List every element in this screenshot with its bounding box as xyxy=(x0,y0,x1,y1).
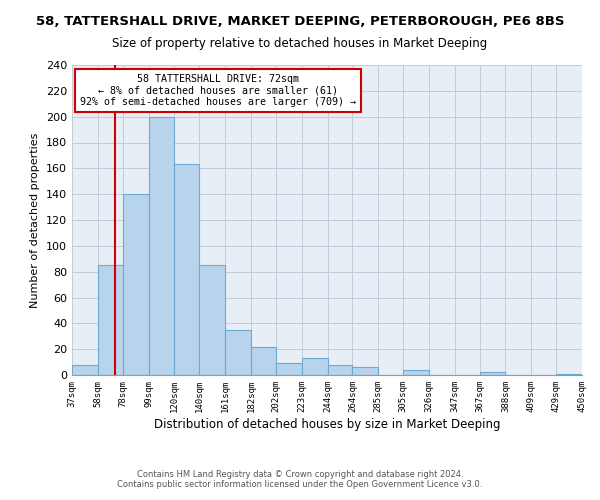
Bar xyxy=(328,364,352,375)
Bar xyxy=(251,346,276,375)
Bar xyxy=(403,370,429,375)
Text: Contains HM Land Registry data © Crown copyright and database right 2024.
Contai: Contains HM Land Registry data © Crown c… xyxy=(118,470,482,489)
Bar xyxy=(302,358,328,375)
Bar xyxy=(225,330,251,375)
Bar xyxy=(149,116,175,375)
Text: Size of property relative to detached houses in Market Deeping: Size of property relative to detached ho… xyxy=(112,38,488,51)
Text: 58 TATTERSHALL DRIVE: 72sqm
← 8% of detached houses are smaller (61)
92% of semi: 58 TATTERSHALL DRIVE: 72sqm ← 8% of deta… xyxy=(80,74,356,107)
Text: 58, TATTERSHALL DRIVE, MARKET DEEPING, PETERBOROUGH, PE6 8BS: 58, TATTERSHALL DRIVE, MARKET DEEPING, P… xyxy=(36,15,564,28)
Bar xyxy=(276,364,302,375)
Bar xyxy=(556,374,582,375)
Y-axis label: Number of detached properties: Number of detached properties xyxy=(31,132,40,308)
Bar xyxy=(98,265,122,375)
Bar xyxy=(199,265,225,375)
Bar xyxy=(352,367,378,375)
Bar xyxy=(122,194,149,375)
Bar xyxy=(72,364,98,375)
X-axis label: Distribution of detached houses by size in Market Deeping: Distribution of detached houses by size … xyxy=(154,418,500,430)
Bar xyxy=(175,164,199,375)
Bar xyxy=(479,372,505,375)
